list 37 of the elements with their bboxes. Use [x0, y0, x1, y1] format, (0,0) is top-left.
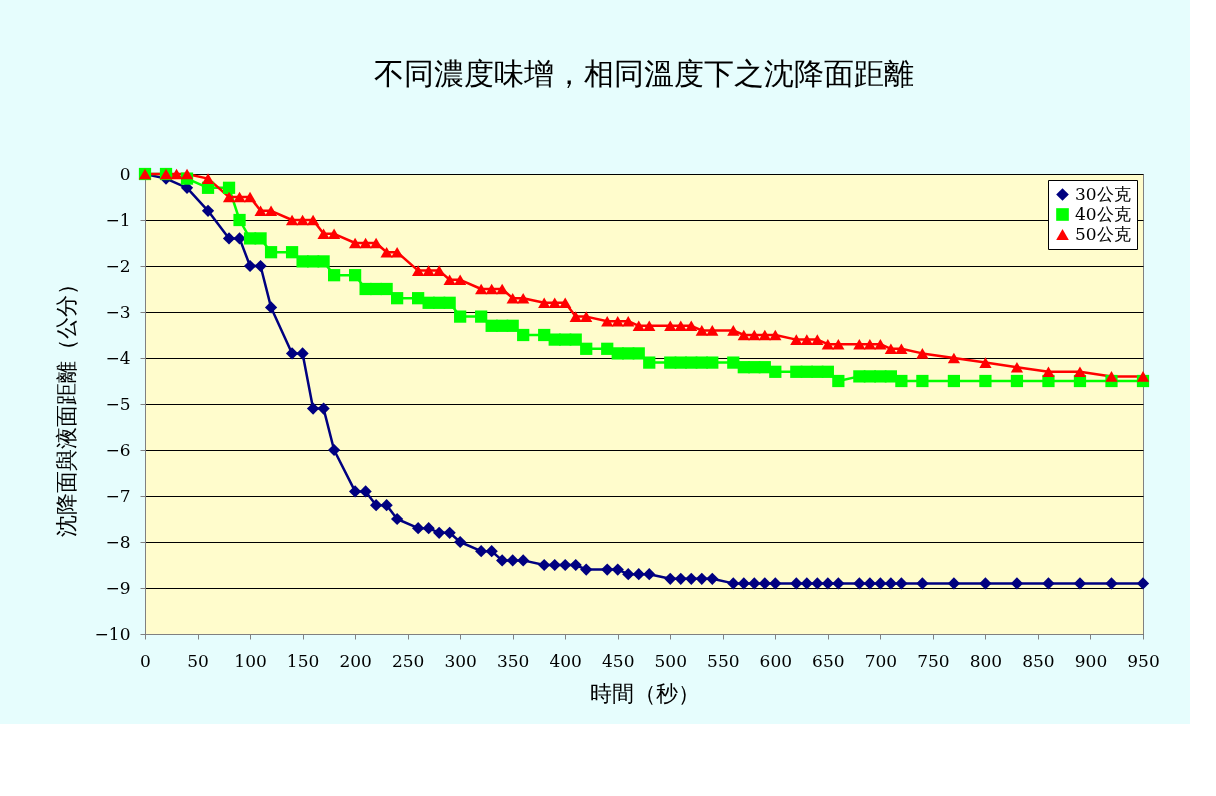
y-tick-label: −1: [105, 209, 131, 230]
y-tick-label: −8: [105, 531, 131, 552]
x-tick-label: 250: [391, 650, 425, 671]
y-tick-label: −6: [105, 439, 131, 460]
x-tick-label: 350: [496, 650, 530, 671]
y-axis-title: 沈降面與液面距離（公分）: [53, 272, 79, 537]
x-tick-label: 0: [140, 650, 151, 671]
x-tick-label: 950: [1127, 650, 1160, 671]
x-tick-label: 50: [187, 650, 209, 671]
x-tick-label: 200: [339, 650, 372, 671]
chart-title: 不同濃度味增，相同溫度下之沈降面距離: [374, 56, 914, 91]
x-tick-label: 150: [286, 650, 320, 671]
x-tick-label: 450: [602, 650, 635, 671]
x-tick-label: 550: [707, 650, 740, 671]
x-tick-label: 650: [812, 650, 845, 671]
y-tick-label: −7: [105, 485, 131, 506]
x-tick-label: 800: [969, 650, 1003, 671]
x-tick-label: 900: [1074, 650, 1108, 671]
x-tick-label: 100: [234, 650, 267, 671]
x-axis-title: 時間（秒）: [589, 680, 700, 706]
y-tick-label: −3: [105, 301, 131, 322]
y-tick-label: 0: [119, 163, 131, 184]
x-tick-label: 300: [444, 650, 477, 671]
y-tick-label: −9: [105, 577, 131, 598]
x-tick-label: 500: [654, 650, 687, 671]
legend-label: 40公克: [1075, 203, 1131, 224]
y-tick-label: −4: [105, 347, 131, 368]
x-tick-label: 850: [1022, 650, 1055, 671]
y-tick-label: −2: [105, 255, 131, 276]
y-tick-label: −5: [105, 393, 131, 414]
x-tick-label: 700: [864, 650, 898, 671]
y-tick-label: −10: [94, 623, 131, 644]
x-tick-label: 600: [759, 650, 793, 671]
x-tick-label: 400: [549, 650, 582, 671]
legend-label: 50公克: [1075, 223, 1131, 244]
legend-label: 30公克: [1075, 183, 1131, 204]
x-tick-label: 750: [917, 650, 950, 671]
